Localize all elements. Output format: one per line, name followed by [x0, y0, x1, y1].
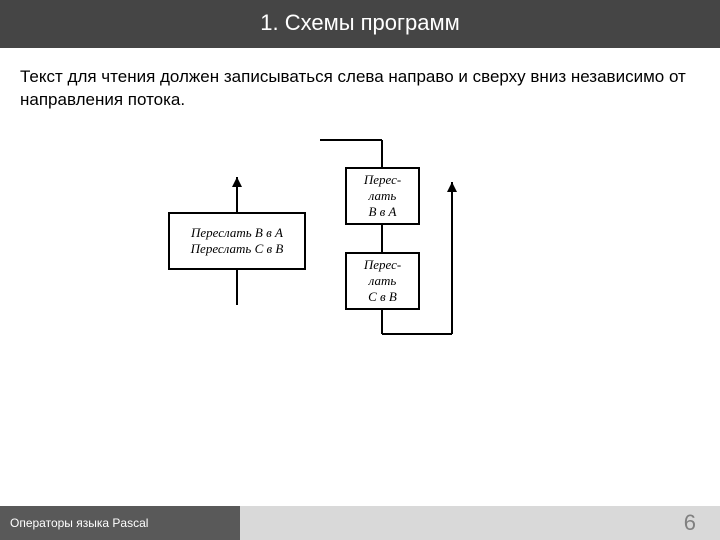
footer-left-text: Операторы языка Pascal — [10, 516, 148, 530]
slide-header: 1. Схемы программ — [0, 0, 720, 48]
footer-left: Операторы языка Pascal — [0, 506, 240, 540]
body-paragraph: Текст для чтения должен записываться сле… — [0, 48, 720, 112]
slide-footer: Операторы языка Pascal 6 — [0, 506, 720, 540]
footer-right: 6 — [240, 506, 720, 540]
slide-title: 1. Схемы программ — [260, 10, 460, 35]
body-paragraph-text: Текст для чтения должен записываться сле… — [20, 67, 686, 109]
flowchart-node-c: Перес- лать C в B — [345, 252, 420, 310]
page-number: 6 — [684, 510, 696, 536]
flowchart-node-a: Переслать B в A Переслать C в B — [168, 212, 306, 270]
flowchart: Переслать B в A Переслать C в B Перес- ла… — [0, 112, 720, 462]
flowchart-node-b: Перес- лать B в A — [345, 167, 420, 225]
